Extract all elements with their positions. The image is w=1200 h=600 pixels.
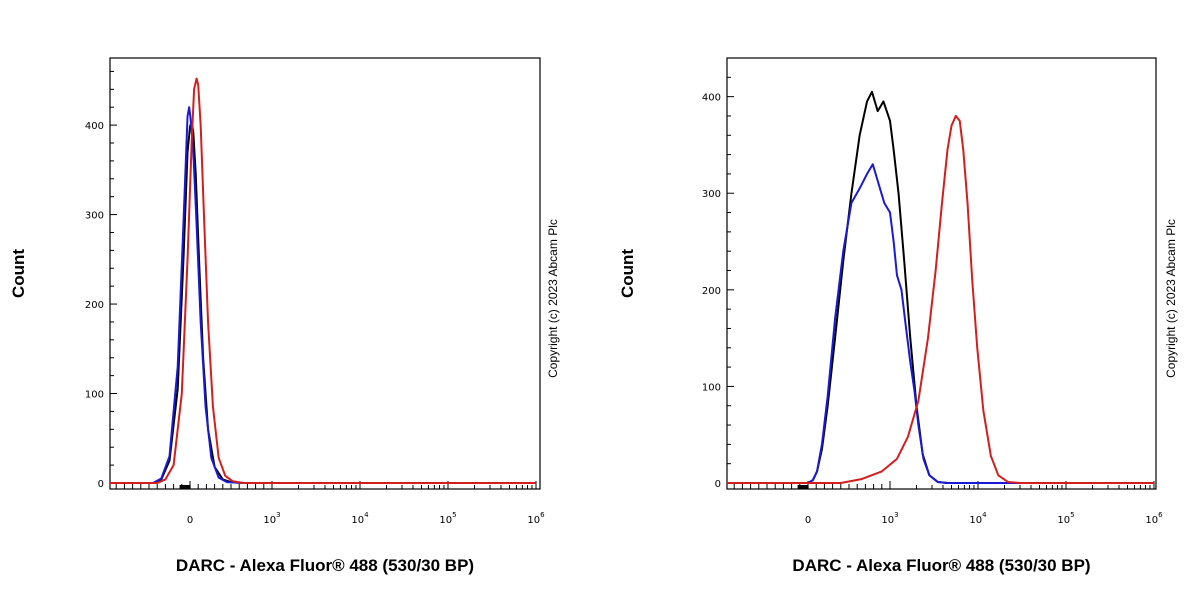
x-tick-label: 103 [881, 511, 898, 526]
x-axis-ticks: 0 103 104 105 106 [115, 481, 545, 526]
y-tick-label: 400 [702, 93, 721, 104]
y-tick-label: 0 [715, 479, 721, 490]
plot-frame [726, 57, 1157, 490]
x-tick-label: 104 [969, 511, 987, 526]
x-tick-label: 104 [351, 511, 369, 526]
x-tick-label: 105 [439, 511, 456, 526]
y-tick-label: 100 [85, 390, 104, 401]
y-tick-label: 400 [85, 121, 104, 132]
series-line-0 [110, 120, 536, 484]
x-tick-label: 0 [187, 515, 193, 526]
y-tick-label: 200 [702, 286, 721, 297]
x-tick-label: 106 [527, 511, 545, 526]
x-axis-label: DARC - Alexa Fluor® 488 (530/30 BP) [792, 556, 1090, 575]
x-tick-label: 0 [805, 515, 811, 526]
histogram-panel-right: 0 100 200 300 400 0 103 104 105 106 Count DARC - Al… [618, 57, 1178, 575]
x-axis-ticks: 0 103 104 105 106 [733, 481, 1163, 526]
y-tick-label: 300 [85, 211, 104, 222]
y-axis-label: Count [618, 249, 637, 298]
y-tick-label: 200 [85, 300, 104, 311]
x-tick-label: 106 [1145, 511, 1163, 526]
series-line-2 [727, 114, 1154, 484]
copyright-text: Copyright (c) 2023 Abcam Plc [546, 219, 560, 378]
series-line-0 [727, 90, 1154, 484]
y-axis-label: Count [9, 249, 28, 298]
histogram-series [727, 90, 1154, 484]
series-line-2 [110, 77, 536, 484]
x-tick-label: 105 [1057, 511, 1074, 526]
histogram-series [110, 77, 536, 484]
histogram-panel-left: 0 100 200 300 400 0 103 104 105 106 Count DARC - Al… [9, 57, 560, 575]
y-tick-label: 300 [702, 189, 721, 200]
series-line-1 [727, 163, 1154, 484]
x-axis-label: DARC - Alexa Fluor® 488 (530/30 BP) [176, 556, 474, 575]
copyright-text: Copyright (c) 2023 Abcam Plc [1164, 219, 1178, 378]
x-tick-label: 103 [263, 511, 280, 526]
y-axis-ticks: 0 100 200 300 400 [85, 70, 117, 490]
y-axis-ticks: 0 100 200 300 400 [702, 57, 734, 490]
y-tick-label: 100 [702, 382, 721, 393]
y-tick-label: 0 [98, 479, 104, 490]
